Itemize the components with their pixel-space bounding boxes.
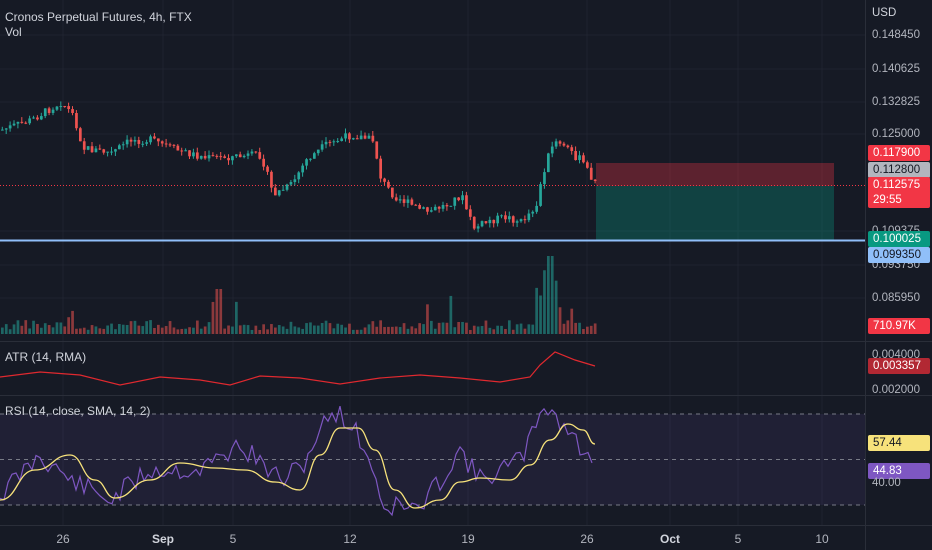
take-profit-price-tag: 0.100025 <box>868 231 930 247</box>
rsi-legend[interactable]: RSI (14, close, SMA, 14, 2) <box>5 404 151 418</box>
rsi-value-tag: 44.83 <box>868 463 930 479</box>
atr-value-tag: 0.003357 <box>868 358 930 374</box>
time-label: 5 <box>229 532 237 546</box>
volume-value-tag: 710.97K <box>868 318 930 334</box>
stop-loss-price-tag: 0.117900 <box>868 145 930 161</box>
time-label: Sep <box>151 532 175 546</box>
time-label: 26 <box>56 532 70 546</box>
time-label: 10 <box>815 532 829 546</box>
atr-tick: 0.002000 <box>872 384 920 396</box>
pane-separator[interactable] <box>0 395 932 396</box>
pane-separator[interactable] <box>0 341 932 342</box>
stop-loss-zone[interactable] <box>596 163 834 186</box>
volume-bars <box>1 256 597 334</box>
price-tick: 0.148450 <box>872 29 920 41</box>
time-axis[interactable]: 26 Sep 5 12 19 26 Oct 5 10 <box>0 525 865 550</box>
time-label: Oct <box>659 532 681 546</box>
atr-line <box>0 351 596 386</box>
price-axis[interactable]: USD 0.148450 0.140625 0.132825 0.125000 … <box>865 0 932 525</box>
volume-legend[interactable]: Vol <box>5 25 22 39</box>
bar-countdown-tag: 29:55 <box>868 192 930 208</box>
currency-label[interactable]: USD <box>872 7 897 19</box>
rsi-sma-line <box>0 423 596 509</box>
atr-legend[interactable]: ATR (14, RMA) <box>5 350 87 364</box>
time-label: 12 <box>343 532 357 546</box>
last-price-tag: 0.112575 <box>868 177 930 193</box>
horizontal-line-price-tag: 0.099350 <box>868 247 930 263</box>
chart-canvas[interactable] <box>0 0 865 525</box>
take-profit-zone[interactable] <box>596 186 834 240</box>
symbol-title[interactable]: Cronos Perpetual Futures, 4h, FTX <box>5 10 192 24</box>
price-tick: 0.140625 <box>872 63 920 75</box>
price-tick: 0.132825 <box>872 96 920 108</box>
time-label: 5 <box>734 532 742 546</box>
axis-corner[interactable] <box>865 525 932 550</box>
candlestick-series <box>1 101 597 233</box>
time-label: 26 <box>580 532 594 546</box>
entry-price-tag: 0.112800 <box>868 162 930 178</box>
rsi-tick: 40.00 <box>872 477 901 489</box>
rsi-line <box>0 405 593 517</box>
price-tick: 0.125000 <box>872 128 920 140</box>
price-tick: 0.085950 <box>872 292 920 304</box>
rsi-sma-value-tag: 57.44 <box>868 435 930 451</box>
time-label: 19 <box>461 532 475 546</box>
